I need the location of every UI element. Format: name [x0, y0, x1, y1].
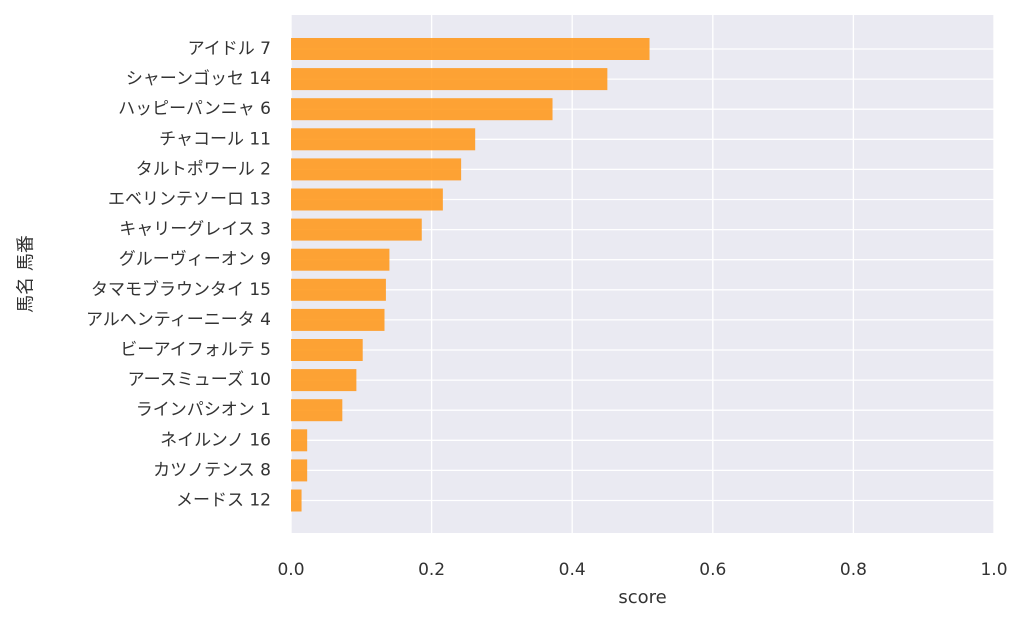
- x-tick-label: 0.8: [840, 560, 867, 580]
- x-tick-label: 0.0: [277, 560, 304, 580]
- y-tick-label: シャーンゴッセ 14: [126, 68, 271, 89]
- bar: [291, 218, 422, 241]
- y-tick-label: カツノテンス 8: [153, 460, 271, 480]
- bar: [291, 308, 385, 331]
- y-tick-label: メードス 12: [176, 491, 271, 511]
- x-tick-label: 0.4: [559, 560, 586, 580]
- y-tick-label: エベリンテソーロ 13: [108, 190, 271, 210]
- bar: [291, 278, 386, 301]
- bar: [291, 429, 308, 452]
- y-axis-label: 馬名 馬番: [16, 235, 37, 313]
- bar: [291, 369, 357, 392]
- x-tick-label: 0.2: [418, 560, 445, 580]
- bars: [291, 38, 650, 512]
- bar: [291, 98, 553, 121]
- bar: [291, 128, 476, 151]
- y-tick-label: ネイルンノ 16: [160, 430, 271, 450]
- bar: [291, 188, 443, 211]
- y-tick-label: アースミューズ 10: [128, 370, 271, 390]
- y-tick-label: チャコール 11: [159, 129, 271, 149]
- bar: [291, 248, 390, 271]
- y-tick-labels: アイドル 7 シャーンゴッセ 14 ハッピーパンニャ 6 チャコール 11 タルトポワー…: [86, 39, 271, 511]
- y-tick-label: キャリーグレイス 3: [119, 220, 271, 240]
- y-tick-label: グルーヴィーオン 9: [119, 250, 271, 270]
- bar: [291, 68, 608, 91]
- x-tick-label: 1.0: [980, 560, 1007, 580]
- y-tick-label: ビーアイフォルテ 5: [120, 340, 271, 360]
- y-tick-label: タマモブラウンタイ 15: [91, 279, 271, 300]
- y-tick-label: アイドル 7: [188, 39, 271, 59]
- y-tick-label: タルトポワール 2: [136, 159, 271, 179]
- bar: [291, 38, 650, 60]
- x-tick-label: 0.6: [699, 560, 726, 580]
- x-axis-label: score: [618, 587, 666, 608]
- y-tick-label: アルヘンティーニータ 4: [86, 310, 271, 330]
- plot-area: [291, 15, 994, 533]
- y-tick-label: ラインパシオン 1: [136, 400, 271, 420]
- bar: [291, 459, 308, 482]
- bar: [291, 339, 363, 361]
- bar: [291, 399, 343, 422]
- bar: [291, 158, 462, 181]
- y-tick-label: ハッピーパンニャ 6: [118, 99, 271, 119]
- x-tick-labels: 0.0 0.2 0.4 0.6 0.8 1.0: [277, 560, 1007, 580]
- bar: [291, 489, 302, 512]
